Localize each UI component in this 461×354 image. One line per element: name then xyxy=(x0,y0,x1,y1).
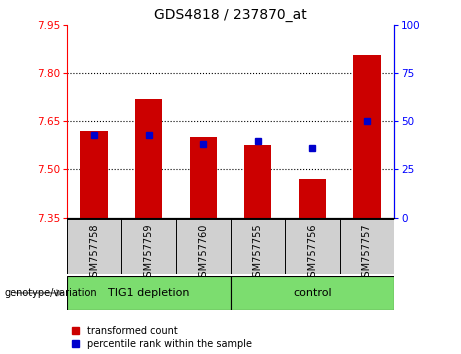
Text: TIG1 depletion: TIG1 depletion xyxy=(108,288,189,298)
Bar xyxy=(230,276,394,310)
Bar xyxy=(299,179,326,218)
Text: genotype/variation: genotype/variation xyxy=(5,288,97,298)
Text: GSM757756: GSM757756 xyxy=(307,224,317,283)
Legend: transformed count, percentile rank within the sample: transformed count, percentile rank withi… xyxy=(72,326,252,349)
Text: GSM757757: GSM757757 xyxy=(362,224,372,284)
Text: GSM757755: GSM757755 xyxy=(253,224,263,284)
Bar xyxy=(353,55,380,218)
Text: GSM757758: GSM757758 xyxy=(89,224,99,283)
Title: GDS4818 / 237870_at: GDS4818 / 237870_at xyxy=(154,8,307,22)
Bar xyxy=(67,276,230,310)
Bar xyxy=(244,145,272,218)
Text: GSM757760: GSM757760 xyxy=(198,224,208,283)
Text: control: control xyxy=(293,288,331,298)
Bar xyxy=(189,137,217,218)
Bar xyxy=(81,131,108,218)
Text: GSM757759: GSM757759 xyxy=(144,224,154,283)
Bar xyxy=(135,99,162,218)
